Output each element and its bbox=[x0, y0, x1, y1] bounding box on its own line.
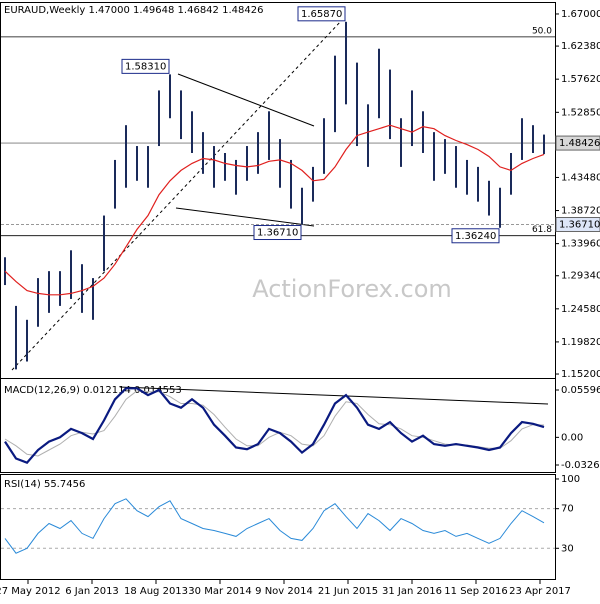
x-tick-label: 31 Jan 2016 bbox=[382, 586, 442, 597]
x-tick-label: 27 May 2012 bbox=[0, 586, 61, 597]
annotation-label: 1.58310 bbox=[125, 61, 166, 72]
y-tick-label: 1.67000 bbox=[561, 9, 600, 20]
rsi-panel bbox=[0, 474, 556, 580]
ma-line bbox=[4, 124, 545, 296]
y-tick-label: 1.29340 bbox=[561, 271, 600, 282]
y-tick-label: 1.62380 bbox=[561, 41, 600, 52]
y-tick-label: 1.43480 bbox=[561, 172, 600, 183]
level-label: 50.0 bbox=[532, 26, 552, 36]
trend-line bbox=[177, 73, 315, 127]
x-tick-label: 21 Jun 2015 bbox=[318, 586, 378, 597]
marker-label: 1.36710 bbox=[559, 220, 600, 231]
y-tick-label: -0.03269 bbox=[561, 460, 600, 471]
y-tick-label: 1.33960 bbox=[561, 239, 600, 250]
panel-title: RSI(14) 55.7456 bbox=[4, 479, 85, 490]
annotation-label: 1.36710 bbox=[257, 228, 298, 239]
x-tick-label: 30 Mar 2014 bbox=[188, 586, 251, 597]
y-tick-label: 1.19820 bbox=[561, 337, 600, 348]
level-label: 61.8 bbox=[532, 225, 552, 235]
trend-line bbox=[11, 19, 343, 371]
values-line bbox=[4, 498, 545, 554]
annotation-label: 1.65870 bbox=[301, 9, 342, 20]
annotation-box bbox=[451, 228, 500, 244]
y-tick-label: 70 bbox=[561, 504, 574, 515]
macd-panel bbox=[0, 378, 556, 473]
y-tick-label: 0.055965 bbox=[561, 385, 600, 396]
y-tick-label: 1.15200 bbox=[561, 369, 600, 380]
y-tick-label: 1.52850 bbox=[561, 107, 600, 118]
x-tick-label: 23 Apr 2017 bbox=[509, 586, 571, 597]
y-tick-label: 30 bbox=[561, 543, 574, 554]
trend-line bbox=[119, 386, 549, 405]
marker-box bbox=[555, 217, 600, 233]
macd-line bbox=[4, 387, 545, 465]
marker-box bbox=[555, 135, 600, 151]
annotation-label: 1.36240 bbox=[455, 231, 496, 242]
x-tick-label: 6 Jan 2013 bbox=[65, 586, 119, 597]
watermark: ActionForex.com bbox=[252, 275, 452, 303]
x-tick-label: 11 Sep 2016 bbox=[444, 586, 507, 597]
annotation-box bbox=[297, 6, 346, 22]
annotation-box bbox=[121, 58, 170, 74]
x-tick-label: 9 Nov 2014 bbox=[255, 586, 313, 597]
y-tick-label: 1.38720 bbox=[561, 206, 600, 217]
marker-label: 1.48426 bbox=[559, 138, 600, 149]
y-tick-label: 1.57620 bbox=[561, 74, 600, 85]
panel-title: MACD(12,26,9) 0.012114 0.014553 bbox=[4, 385, 182, 396]
x-tick-label: 18 Aug 2013 bbox=[124, 586, 188, 597]
annotation-box bbox=[253, 225, 302, 241]
chart-title: EURAUD,Weekly 1.47000 1.49648 1.46842 1.… bbox=[4, 5, 263, 16]
trend-line bbox=[175, 207, 315, 227]
y-tick-label: 0.00 bbox=[561, 432, 583, 443]
y-tick-label: 1.24580 bbox=[561, 304, 600, 315]
y-tick-label: 100 bbox=[561, 474, 580, 485]
